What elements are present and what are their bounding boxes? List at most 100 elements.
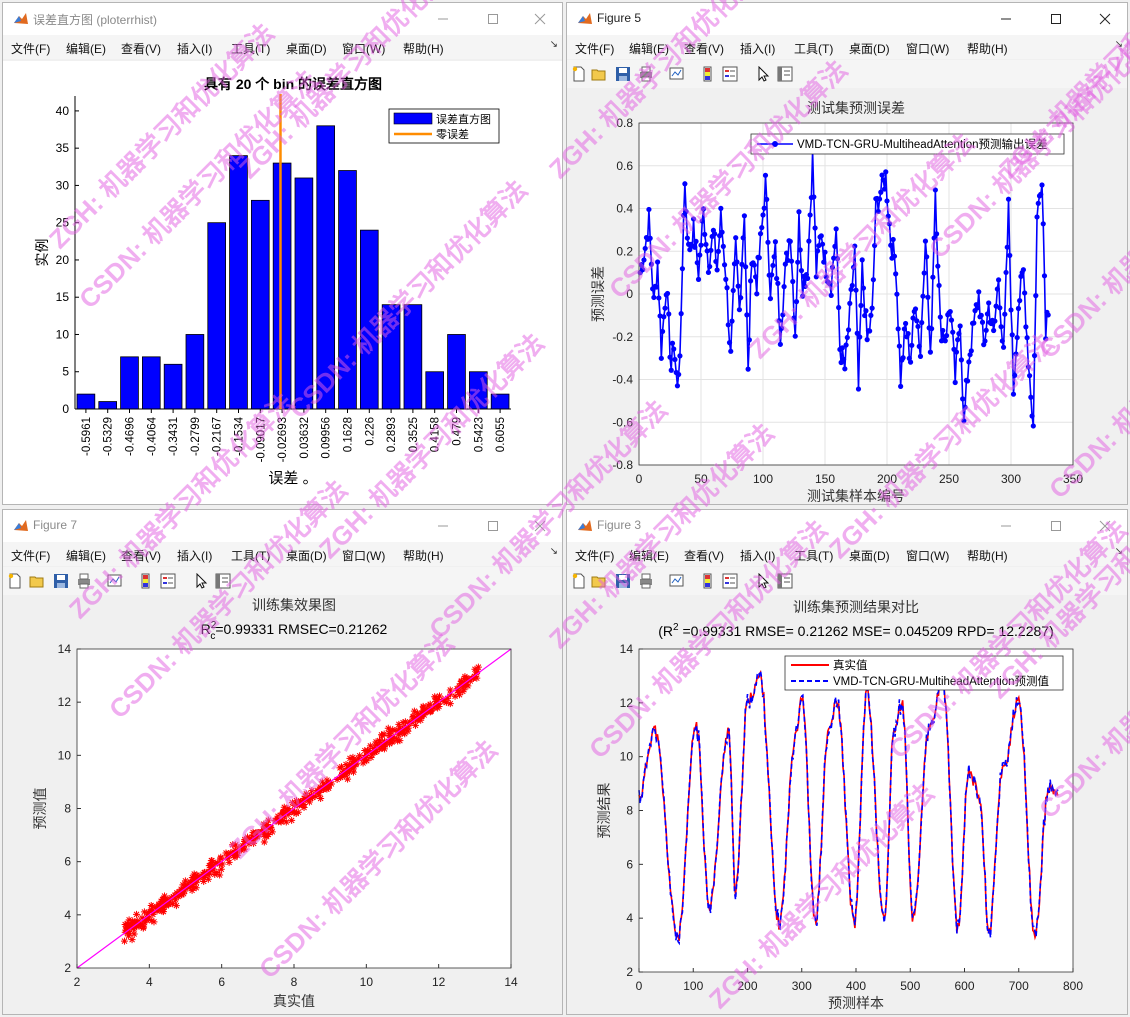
window-figure-5[interactable]: Figure 5 文件(F) 编辑(E) 查看(V) 插入(I) 工具(T) 桌… [566, 2, 1128, 505]
new-figure-icon[interactable] [571, 573, 587, 589]
minimize-button[interactable] [987, 6, 1027, 32]
menu-edit[interactable]: 编辑(E) [66, 42, 106, 56]
menu-window[interactable]: 窗口(W) [906, 42, 950, 56]
scatter-point [227, 849, 235, 857]
menu-file[interactable]: 文件(F) [575, 42, 615, 56]
menu-insert[interactable]: 插入(I) [740, 549, 776, 563]
close-button[interactable] [1086, 513, 1126, 539]
title-bar[interactable]: Figure 7 [3, 510, 562, 542]
menu-help[interactable]: 帮助(H) [967, 549, 1008, 563]
menu-insert[interactable]: 插入(I) [177, 549, 213, 563]
print-icon[interactable] [638, 66, 654, 82]
menu-desktop[interactable]: 桌面(D) [286, 42, 327, 56]
menu-file[interactable]: 文件(F) [11, 42, 51, 56]
y-axis-label: 预测值 [32, 788, 48, 830]
minimize-button[interactable] [987, 513, 1027, 539]
menu-tools[interactable]: 工具(T) [231, 42, 271, 56]
menu-desktop[interactable]: 桌面(D) [849, 549, 890, 563]
minimize-button[interactable] [424, 513, 464, 539]
y-tick-label: -0.2 [612, 330, 633, 344]
y-tick-label: -0.8 [612, 458, 633, 472]
x-tick-label: 100 [683, 979, 703, 993]
link-plot-icon[interactable] [669, 66, 685, 82]
menu-edit[interactable]: 编辑(E) [629, 549, 669, 563]
error-point [910, 315, 916, 321]
title-bar[interactable]: 误差直方图 (ploterrhist) [3, 3, 562, 35]
error-point [1017, 298, 1023, 304]
open-file-icon[interactable] [591, 66, 607, 82]
save-icon[interactable] [615, 573, 631, 589]
colorbar-icon[interactable] [700, 573, 716, 589]
menu-edit[interactable]: 编辑(E) [629, 42, 669, 56]
print-icon[interactable] [638, 573, 654, 589]
colorbar-icon[interactable] [138, 573, 154, 589]
menu-window[interactable]: 窗口(W) [906, 549, 950, 563]
menu-view[interactable]: 查看(V) [121, 549, 161, 563]
maximize-button[interactable] [474, 6, 514, 32]
maximize-button[interactable] [1037, 6, 1077, 32]
title-bar[interactable]: Figure 3 [567, 510, 1127, 542]
legend-icon[interactable] [722, 573, 738, 589]
menu-insert[interactable]: 插入(I) [740, 42, 776, 56]
menu-help[interactable]: 帮助(H) [967, 42, 1008, 56]
menu-overflow-arrow[interactable]: ↘ [549, 39, 558, 50]
print-icon[interactable] [76, 573, 92, 589]
menu-insert[interactable]: 插入(I) [177, 42, 213, 56]
menu-overflow-arrow[interactable]: ↘ [549, 546, 558, 557]
menu-overflow-arrow[interactable]: ↘ [1114, 39, 1123, 50]
close-button[interactable] [521, 513, 561, 539]
title-bar[interactable]: Figure 5 [567, 3, 1127, 35]
colorbar-icon[interactable] [700, 66, 716, 82]
menu-tools[interactable]: 工具(T) [794, 42, 834, 56]
menu-window[interactable]: 窗口(W) [342, 549, 386, 563]
menu-edit[interactable]: 编辑(E) [66, 549, 106, 563]
histogram-bar [207, 222, 227, 410]
open-file-icon[interactable] [29, 573, 45, 589]
maximize-button[interactable] [474, 513, 514, 539]
fit-line [76, 648, 512, 969]
menu-tools[interactable]: 工具(T) [794, 549, 834, 563]
property-editor-icon[interactable] [215, 573, 231, 589]
pointer-icon[interactable] [755, 66, 771, 82]
menu-desktop[interactable]: 桌面(D) [286, 549, 327, 563]
legend-icon[interactable] [160, 573, 176, 589]
x-tick-label: 300 [1001, 472, 1021, 486]
menu-view[interactable]: 查看(V) [121, 42, 161, 56]
error-point [958, 357, 964, 363]
property-editor-icon[interactable] [777, 66, 793, 82]
pointer-icon[interactable] [755, 573, 771, 589]
menu-desktop[interactable]: 桌面(D) [849, 42, 890, 56]
menu-tools[interactable]: 工具(T) [231, 549, 271, 563]
link-plot-icon[interactable] [669, 573, 685, 589]
menu-view[interactable]: 查看(V) [684, 549, 724, 563]
pointer-icon[interactable] [193, 573, 209, 589]
scatter-point [394, 727, 402, 735]
open-file-icon[interactable] [591, 573, 607, 589]
menu-window[interactable]: 窗口(W) [342, 42, 386, 56]
error-point [974, 305, 981, 311]
new-figure-icon[interactable] [7, 573, 23, 589]
link-plot-icon[interactable] [107, 573, 123, 589]
window-figure-3[interactable]: Figure 3 文件(F) 编辑(E) 查看(V) 插入(I) 工具(T) 桌… [566, 509, 1128, 1015]
minimize-button[interactable] [424, 6, 464, 32]
menu-view[interactable]: 查看(V) [684, 42, 724, 56]
scatter-point [376, 738, 384, 746]
maximize-button[interactable] [1037, 513, 1077, 539]
menu-help[interactable]: 帮助(H) [403, 549, 444, 563]
menu-file[interactable]: 文件(F) [11, 549, 51, 563]
window-error-histogram[interactable]: 误差直方图 (ploterrhist) 文件(F) 编辑(E) 查看(V) 插入… [2, 2, 563, 505]
scatter-point [155, 900, 163, 908]
close-button[interactable] [521, 6, 561, 32]
save-icon[interactable] [53, 573, 69, 589]
window-figure-7[interactable]: Figure 7 文件(F) 编辑(E) 查看(V) 插入(I) 工具(T) 桌… [2, 509, 563, 1015]
new-figure-icon[interactable] [571, 66, 587, 82]
close-button[interactable] [1086, 6, 1126, 32]
property-editor-icon[interactable] [777, 573, 793, 589]
menu-file[interactable]: 文件(F) [575, 549, 615, 563]
menu-help[interactable]: 帮助(H) [403, 42, 444, 56]
save-icon[interactable] [615, 66, 631, 82]
menu-overflow-arrow[interactable]: ↘ [1114, 546, 1123, 557]
scatter-point [169, 900, 177, 908]
legend-icon[interactable] [722, 66, 738, 82]
error-point [781, 284, 787, 290]
